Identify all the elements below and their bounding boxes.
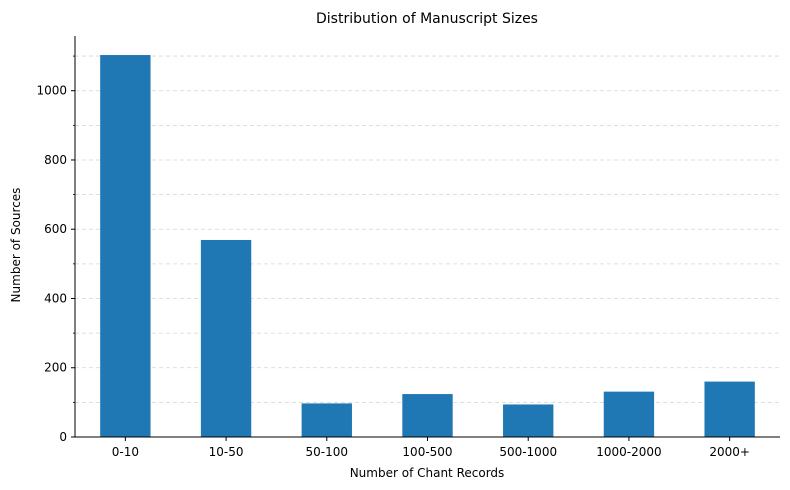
bar [301,403,352,437]
bar [100,55,151,437]
y-axis-label: Number of Sources [9,188,23,303]
axes: 0 200 400 600 800 1000 0-10 10-50 50-100 100-500 5… [36,36,780,459]
gridlines [75,55,780,403]
bar [704,381,755,437]
bar [503,404,554,437]
x-tick-label: 10-50 [209,445,244,459]
bars [100,55,755,437]
x-tick-label: 50-100 [306,445,349,459]
y-tick-label: 600 [44,222,67,236]
bar [402,394,453,437]
bar [603,391,655,437]
x-axis-label: Number of Chant Records [350,466,505,480]
y-tick-label: 200 [44,361,67,375]
bar [200,239,252,437]
chart-title: Distribution of Manuscript Sizes [316,11,538,27]
y-tick-label: 0 [59,430,67,444]
y-tick-label: 400 [44,291,67,305]
y-tick-label: 1000 [36,84,67,98]
y-tick-label: 800 [44,153,67,167]
x-tick-label: 1000-2000 [596,445,661,459]
x-tick-label: 100-500 [402,445,452,459]
x-tick-label: 500-1000 [499,445,557,459]
x-tick-label: 0-10 [112,445,139,459]
x-tick-label: 2000+ [709,445,750,459]
